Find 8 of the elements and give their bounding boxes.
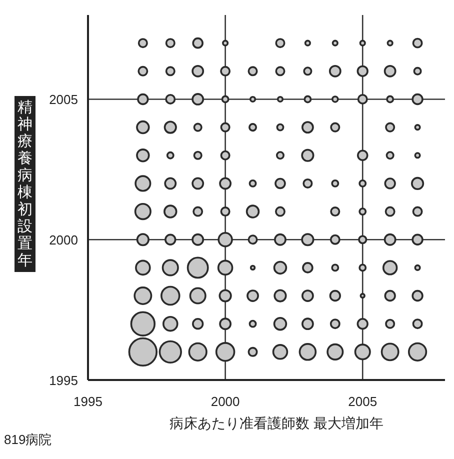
x-tick-label: 2005 [348, 394, 378, 409]
x-tick-label: 2000 [210, 394, 240, 409]
y-tick-label: 1995 [49, 373, 78, 388]
y-tick-label: 2005 [49, 92, 78, 108]
x-axis-title: 病床あたり准看護師数 最大増加年 [170, 415, 384, 431]
text: 819病院 [4, 432, 52, 447]
x-tick-label: 1995 [74, 394, 102, 409]
y-tick-label: 2000 [49, 232, 78, 248]
